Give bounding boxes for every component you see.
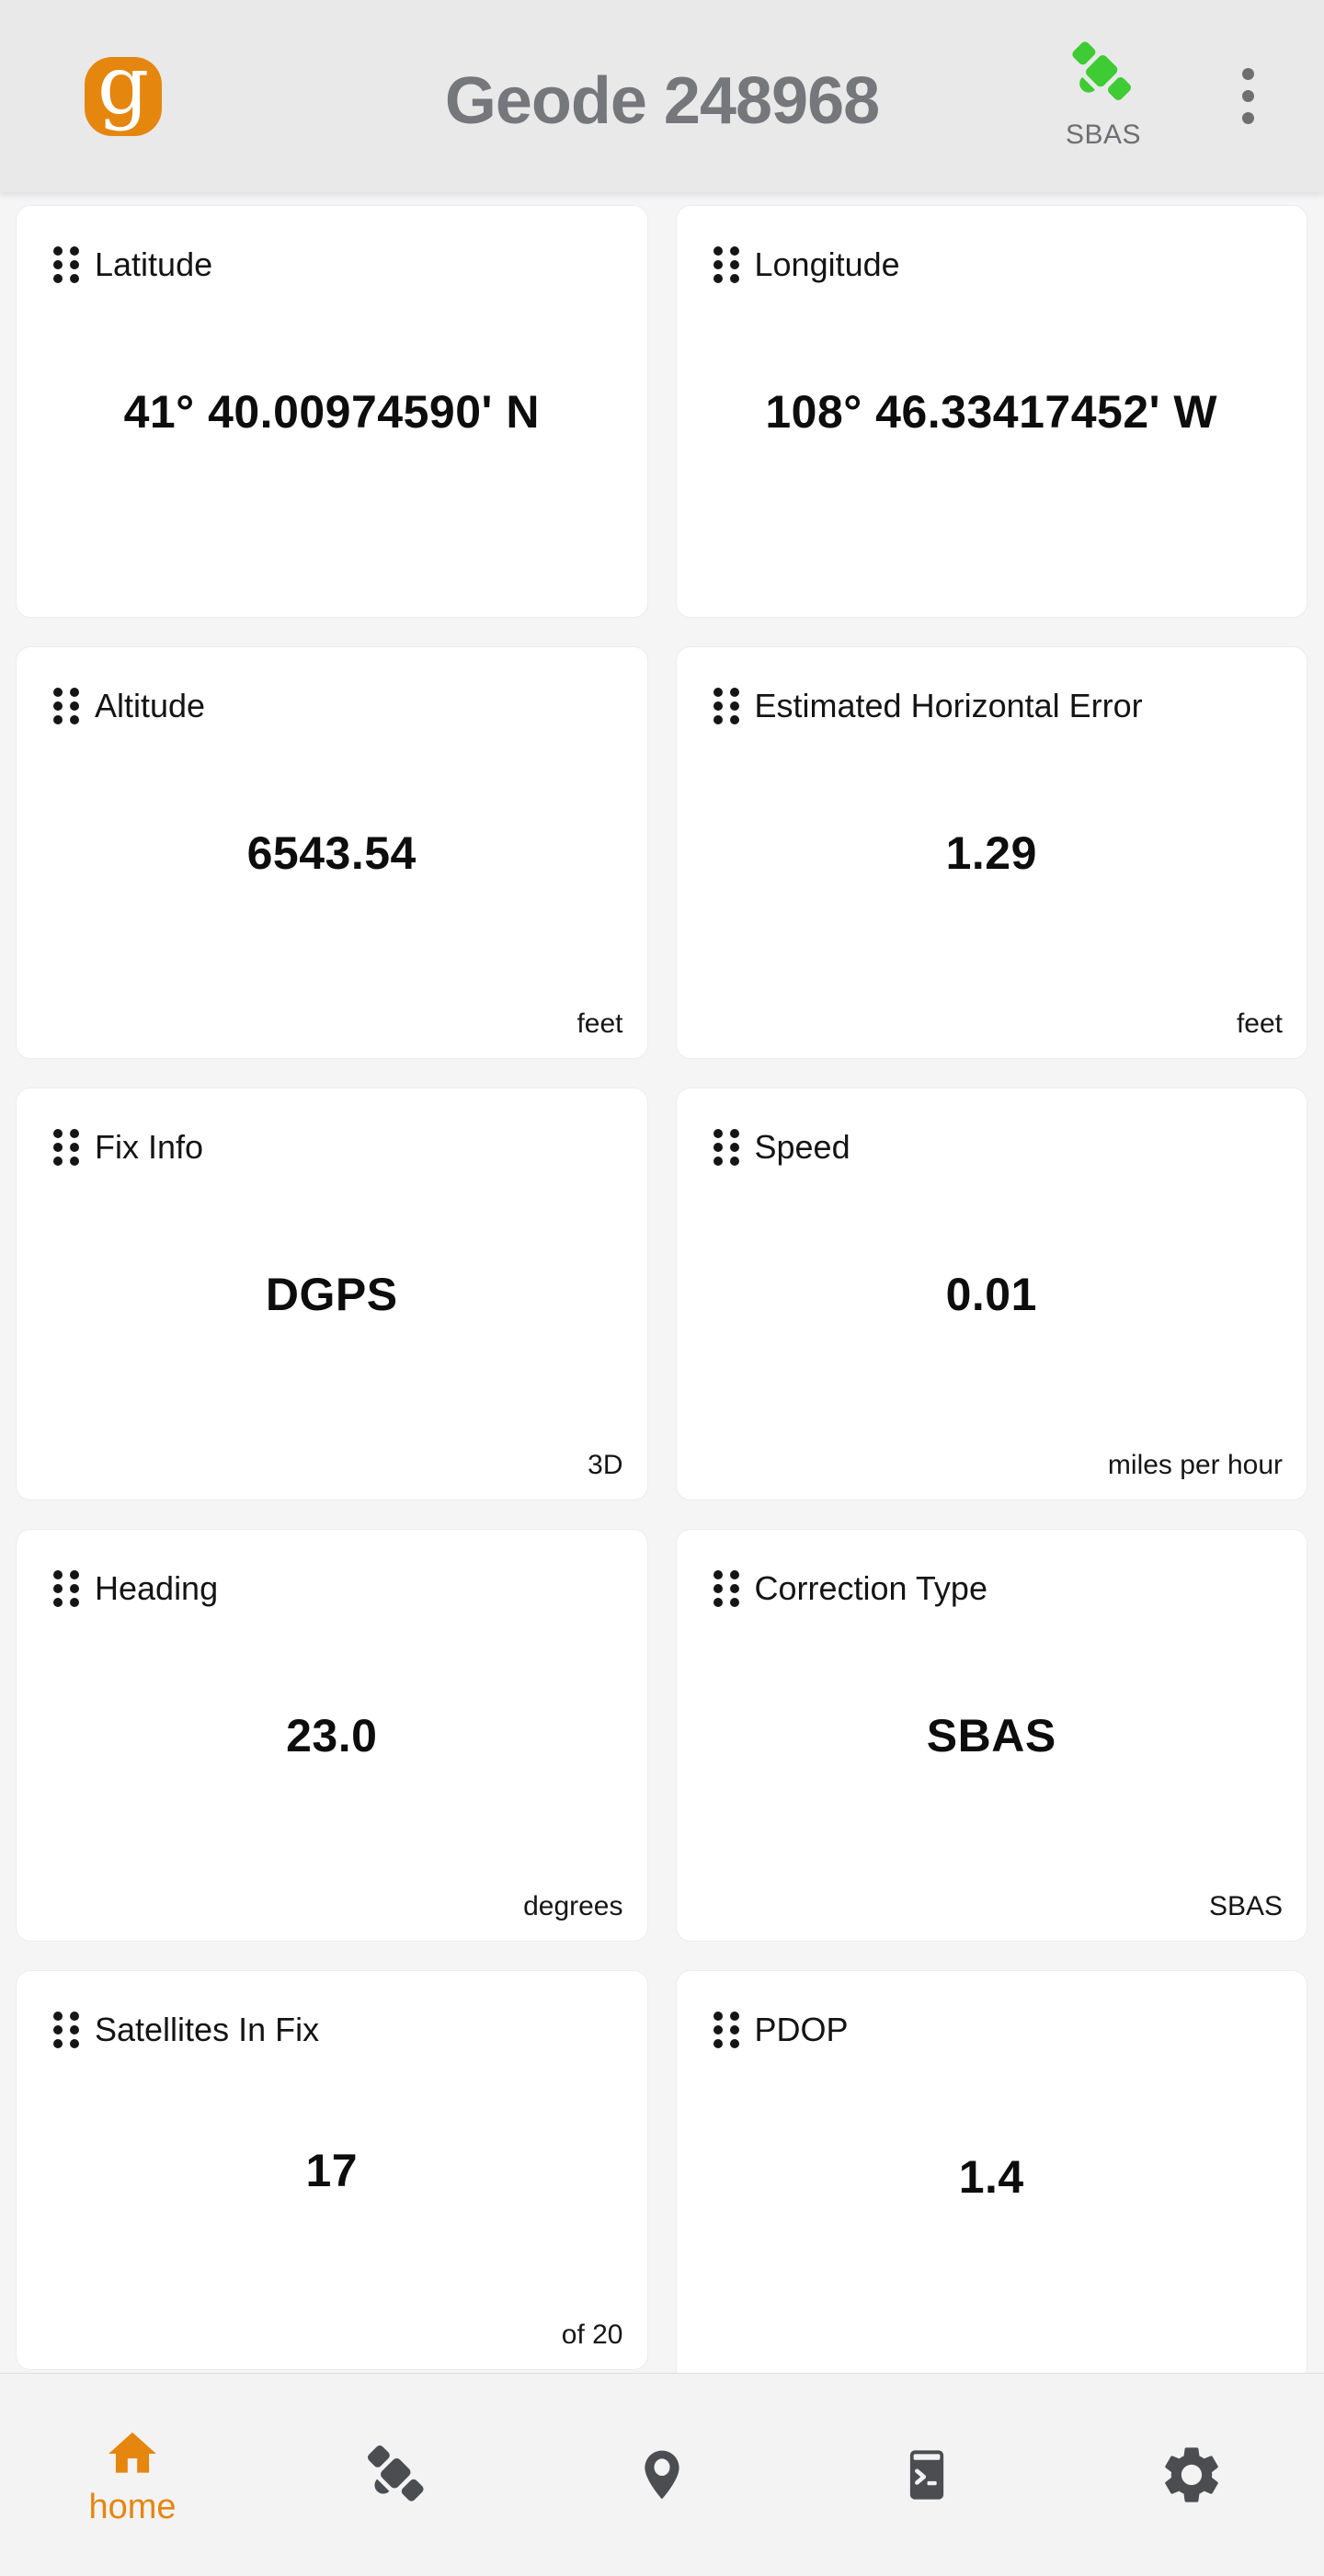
- drag-handle-icon[interactable]: [53, 246, 79, 283]
- drag-handle-icon[interactable]: [713, 1570, 739, 1607]
- card-unit: SBAS: [1208, 1891, 1283, 1921]
- gear-icon: [1165, 2447, 1218, 2502]
- card-fix-info[interactable]: Fix Info DGPS 3D: [16, 1088, 648, 1500]
- card-value: 41° 40.00974590' N: [123, 385, 540, 438]
- card-label: Latitude: [95, 245, 213, 283]
- card-label: Correction Type: [754, 1569, 987, 1607]
- nav-item-home[interactable]: home: [0, 2374, 265, 2576]
- card-value: DGPS: [265, 1268, 398, 1320]
- card-value: 1.4: [958, 2150, 1024, 2203]
- nav-item-location[interactable]: [530, 2374, 794, 2576]
- nav-item-settings[interactable]: [1059, 2374, 1324, 2576]
- sbas-status-indicator[interactable]: SBAS: [1044, 35, 1163, 151]
- card-value: 0.01: [945, 1268, 1037, 1320]
- satellite-icon: [367, 2445, 424, 2502]
- drag-handle-icon[interactable]: [713, 688, 739, 724]
- nav-item-terminal[interactable]: [794, 2374, 1059, 2576]
- card-longitude[interactable]: Longitude 108° 46.33417452' W: [675, 205, 1307, 618]
- card-horizontal-error[interactable]: Estimated Horizontal Error 1.29 feet: [675, 646, 1307, 1059]
- card-value: 6543.54: [246, 826, 417, 879]
- card-unit: degrees: [523, 1891, 623, 1921]
- nav-item-satellite[interactable]: [265, 2374, 530, 2576]
- dashboard-grid: Latitude 41° 40.00974590' N Longitude 10…: [0, 192, 1324, 2576]
- card-value: 23.0: [286, 1709, 378, 1761]
- card-value: 1.29: [945, 826, 1037, 879]
- drag-handle-icon[interactable]: [713, 2012, 739, 2048]
- card-value: 17: [305, 2144, 359, 2196]
- map-pin-icon: [645, 2450, 679, 2500]
- card-label: Longitude: [754, 245, 900, 283]
- card-unit: 3D: [588, 1450, 623, 1480]
- card-latitude[interactable]: Latitude 41° 40.00974590' N: [16, 205, 648, 618]
- bottom-nav: home: [0, 2374, 1324, 2576]
- overflow-menu-icon[interactable]: [1242, 68, 1254, 124]
- nav-item-label: home: [88, 2488, 177, 2526]
- terminal-icon: [909, 2450, 944, 2500]
- card-unit: feet: [1236, 1009, 1283, 1039]
- card-pdop[interactable]: PDOP 1.4: [675, 1970, 1307, 2383]
- card-unit: miles per hour: [1107, 1450, 1283, 1480]
- card-unit: of 20: [561, 2320, 623, 2350]
- card-value: SBAS: [926, 1709, 1056, 1761]
- card-unit: feet: [576, 1009, 623, 1039]
- drag-handle-icon[interactable]: [53, 688, 79, 724]
- drag-handle-icon[interactable]: [713, 246, 739, 283]
- card-label: Speed: [754, 1128, 850, 1166]
- drag-handle-icon[interactable]: [53, 1570, 79, 1607]
- card-speed[interactable]: Speed 0.01 miles per hour: [675, 1088, 1307, 1500]
- card-label: PDOP: [754, 2011, 849, 2048]
- card-label: Altitude: [95, 687, 206, 724]
- page-title: Geode 248968: [444, 64, 880, 138]
- app-header: g Geode 248968 SBAS: [0, 0, 1324, 192]
- card-label: Heading: [95, 1569, 219, 1607]
- drag-handle-icon[interactable]: [53, 2012, 79, 2048]
- drag-handle-icon[interactable]: [713, 1129, 739, 1166]
- app-logo: g: [85, 45, 162, 136]
- card-satellites-in-fix[interactable]: Satellites In Fix 17 of 20: [16, 1970, 648, 2370]
- drag-handle-icon[interactable]: [53, 1129, 79, 1166]
- satellite-icon: [1072, 41, 1132, 101]
- card-label: Satellites In Fix: [95, 2011, 320, 2048]
- card-label: Fix Info: [95, 1128, 204, 1166]
- app-logo-letter: g: [97, 38, 150, 132]
- sbas-status-label: SBAS: [1065, 120, 1142, 150]
- card-label: Estimated Horizontal Error: [754, 687, 1143, 724]
- card-correction-type[interactable]: Correction Type SBAS SBAS: [675, 1529, 1307, 1942]
- card-altitude[interactable]: Altitude 6543.54 feet: [16, 646, 648, 1059]
- card-heading[interactable]: Heading 23.0 degrees: [16, 1529, 648, 1942]
- home-icon: [108, 2432, 156, 2473]
- card-value: 108° 46.33417452' W: [765, 385, 1218, 438]
